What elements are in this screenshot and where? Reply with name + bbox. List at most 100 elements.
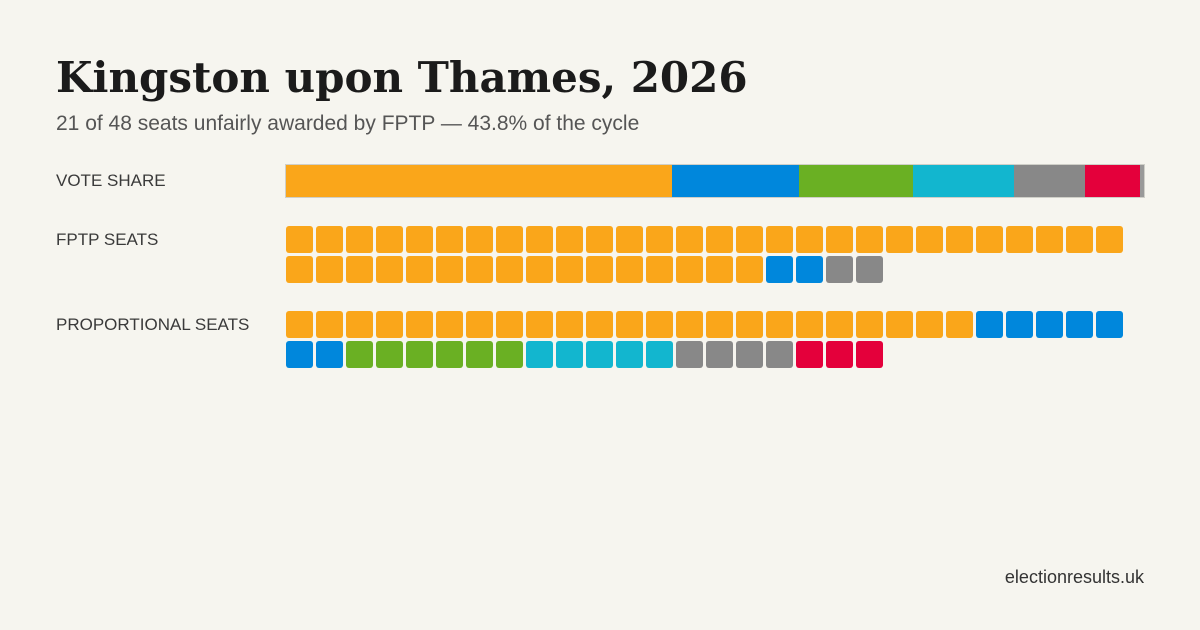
seat-square [586,341,613,368]
seat-square [826,226,853,253]
seat-square [466,341,493,368]
seat-square [376,311,403,338]
seat-square [406,311,433,338]
seat-square [526,226,553,253]
vote-share-bar [285,164,1145,198]
seat-square [316,256,343,283]
seat-square [916,311,943,338]
vote-share-segment [1013,165,1085,197]
seat-square [436,226,463,253]
seat-square [436,256,463,283]
seat-square [286,226,313,253]
seat-square [286,341,313,368]
seat-square [1096,311,1123,338]
seat-square [526,256,553,283]
seat-square [436,341,463,368]
seat-square [766,341,793,368]
seat-square [676,341,703,368]
seat-square [706,311,733,338]
seat-square [406,226,433,253]
site-footer-credit: electionresults.uk [1004,567,1144,587]
seat-square [706,341,733,368]
vote-share-segment [286,165,673,197]
seat-square [736,341,763,368]
seat-square [616,311,643,338]
seat-square [676,256,703,283]
seat-square [316,341,343,368]
seat-square [496,226,523,253]
seat-square [646,256,673,283]
seat-square [826,311,853,338]
seat-square [496,341,523,368]
seat-square [766,226,793,253]
seat-square [676,311,703,338]
seat-square [316,226,343,253]
fptp-seats-label: FPTP SEATS [56,230,159,249]
seat-square [406,341,433,368]
seat-square [886,311,913,338]
seat-square [1006,311,1033,338]
vote-share-label: VOTE SHARE [56,171,166,190]
seat-square [1006,226,1033,253]
seat-square [976,226,1003,253]
seat-square [436,311,463,338]
seat-square [736,226,763,253]
proportional-seats-grid [286,311,1144,369]
seat-square [826,341,853,368]
seat-square [1036,311,1063,338]
seat-square [316,311,343,338]
seat-square [856,311,883,338]
seat-square [886,226,913,253]
seat-square [826,256,853,283]
proportional-seats-label: PROPORTIONAL SEATS [56,315,250,334]
seat-square [556,256,583,283]
seat-square [556,226,583,253]
seat-square [856,256,883,283]
seat-square [346,341,373,368]
seat-square [796,311,823,338]
seat-square [646,341,673,368]
seat-square [1066,226,1093,253]
seat-square [586,311,613,338]
page-title: Kingston upon Thames, 2026 [56,53,748,102]
seat-square [376,256,403,283]
seat-square [286,256,313,283]
seat-square [946,226,973,253]
seat-square [1066,311,1093,338]
seat-square [646,226,673,253]
vote-share-segment [913,165,1014,197]
seat-square [796,341,823,368]
seat-square [1036,226,1063,253]
seat-square [496,311,523,338]
seat-square [706,256,733,283]
seat-square [376,226,403,253]
seat-square [466,226,493,253]
seat-square [796,226,823,253]
seat-square [916,226,943,253]
seat-square [736,311,763,338]
seat-square [856,226,883,253]
page-subtitle: 21 of 48 seats unfairly awarded by FPTP … [56,112,640,135]
seat-square [376,341,403,368]
seat-square [766,256,793,283]
vote-share-segment [1139,165,1144,197]
seat-square [616,256,643,283]
seat-square [736,256,763,283]
seat-square [586,226,613,253]
seat-square [856,341,883,368]
seat-square [616,341,643,368]
seat-square [556,311,583,338]
vote-share-segment [799,165,914,197]
seat-square [586,256,613,283]
seat-square [526,311,553,338]
seat-square [766,311,793,338]
vote-share-segment [1084,165,1140,197]
seat-square [646,311,673,338]
seat-square [346,256,373,283]
seat-square [466,311,493,338]
seat-square [496,256,523,283]
seat-square [346,226,373,253]
seat-square [616,226,643,253]
seat-square [1096,226,1123,253]
seat-square [706,226,733,253]
